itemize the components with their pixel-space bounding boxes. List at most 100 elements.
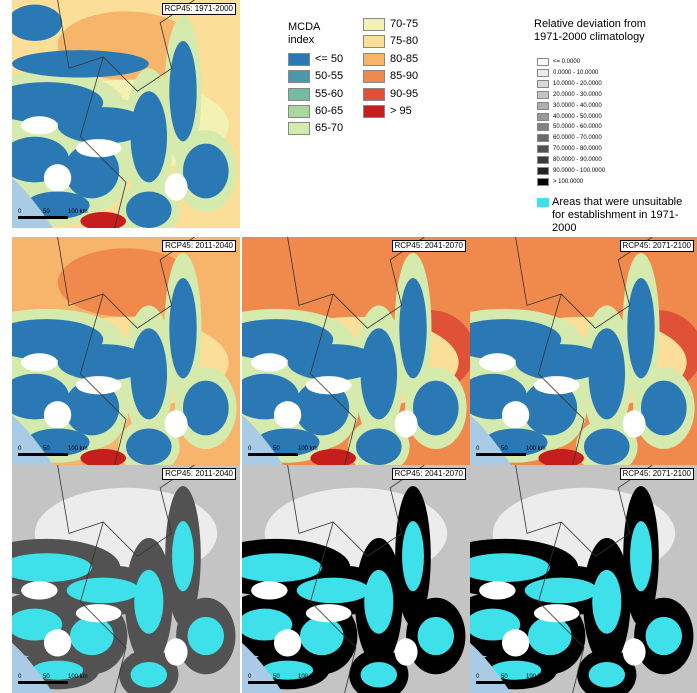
map: 050100 km [470,237,697,465]
scale-label: 50 [43,209,50,215]
panel-label: RCP45: 2041-2070 [392,240,467,252]
zone [502,629,529,656]
zone [274,401,301,428]
map: 050100 km [470,465,697,693]
legend-label: 40.0000 - 50.0000 [553,113,602,121]
scale-label: 50 [501,446,508,452]
zone [630,521,652,591]
legend-label: > 100.0000 [553,178,583,186]
legend-label: 0.0000 - 10.0000 [553,69,598,77]
legend-swatch [363,53,385,66]
scale-label: 100 km [298,674,318,680]
legend-swatch [537,91,549,99]
legend-swatch [288,88,310,101]
legend-swatch [288,53,310,66]
legend-label: 55-60 [315,88,343,101]
figure: 050100 kmRCP45: 1971-2000050100 kmRCP45:… [0,0,697,693]
legend-label: 60.0000 - 70.0000 [553,134,602,142]
panel-label: RCP45: 1971-2000 [162,3,237,15]
legend-swatch [363,88,385,101]
legend-label: 80-85 [390,53,418,66]
zone [589,662,625,688]
zone [297,578,370,604]
legend-swatch [537,58,549,66]
zone [623,638,646,665]
scale-bar [18,681,68,684]
legend-swatch [537,113,549,121]
scale-label: 50 [43,446,50,452]
zone [641,381,687,436]
zone [356,429,402,465]
scale-bar [18,216,68,219]
zone [479,581,515,599]
zone [623,410,646,437]
legend-title: MCDA index [288,21,328,47]
zone [274,629,301,656]
zone [395,638,418,665]
zone [165,173,188,200]
zone [300,617,344,655]
zone [402,521,424,591]
scale-label: 50 [43,674,50,680]
zone [67,578,140,604]
legend-swatch [288,122,310,135]
zone [12,50,149,77]
legend-swatch [537,156,549,164]
zone [126,429,172,465]
legend-swatch [537,69,549,77]
scale-label: 100 km [68,674,88,680]
legend-swatch [288,105,310,118]
legend-label: 65-70 [315,122,343,135]
legend-label: <= 50 [315,53,343,66]
map: 050100 km [242,465,470,693]
scale-label: 50 [501,674,508,680]
zone [361,662,397,688]
legend-swatch [537,167,549,175]
legend-label: 10.0000 - 20.0000 [553,80,602,88]
legend-label: 60-65 [315,105,343,118]
zone [646,617,682,655]
scale-label: 50 [273,674,280,680]
legend-label: 70-75 [390,18,418,31]
legend-label: 50-55 [315,70,343,83]
zone [70,617,114,655]
scale-bar [476,681,526,684]
legend-swatch [288,70,310,83]
panel-label: RCP45: 2041-2070 [392,468,467,480]
zone [172,521,194,591]
zone [502,401,529,428]
legend-swatch [363,18,385,31]
legend-swatch [537,102,549,110]
legend-label: 75-80 [390,35,418,48]
legend-swatch [363,35,385,48]
zone [21,353,57,371]
zone [183,144,229,199]
zone [584,429,630,465]
zone [395,410,418,437]
scale-label: 100 km [68,446,88,452]
zone [183,381,229,436]
legend-label: 30.0000 - 40.0000 [553,102,602,110]
zone [525,578,598,604]
scale-label: 50 [273,446,280,452]
zone [251,581,287,599]
scale-label: 100 km [526,674,546,680]
legend-label: 85-90 [390,70,418,83]
legend-label: Areas that were unsuitable for establish… [552,196,697,235]
zone [131,328,167,419]
panel-label: RCP45: 2011-2040 [162,468,236,480]
map-panel: 050100 kmRCP45: 2011-2040 [12,465,240,693]
zone [418,617,454,655]
legend-label: 90-95 [390,88,418,101]
panel-label: RCP45: 2071-2100 [620,240,695,252]
panel-label: RCP45: 2011-2040 [162,240,236,252]
legend-swatch [363,70,385,83]
zone [627,278,654,378]
panel-label: RCP45: 2071-2100 [620,468,695,480]
legend-swatch [537,134,549,142]
legend-swatch [537,178,549,186]
